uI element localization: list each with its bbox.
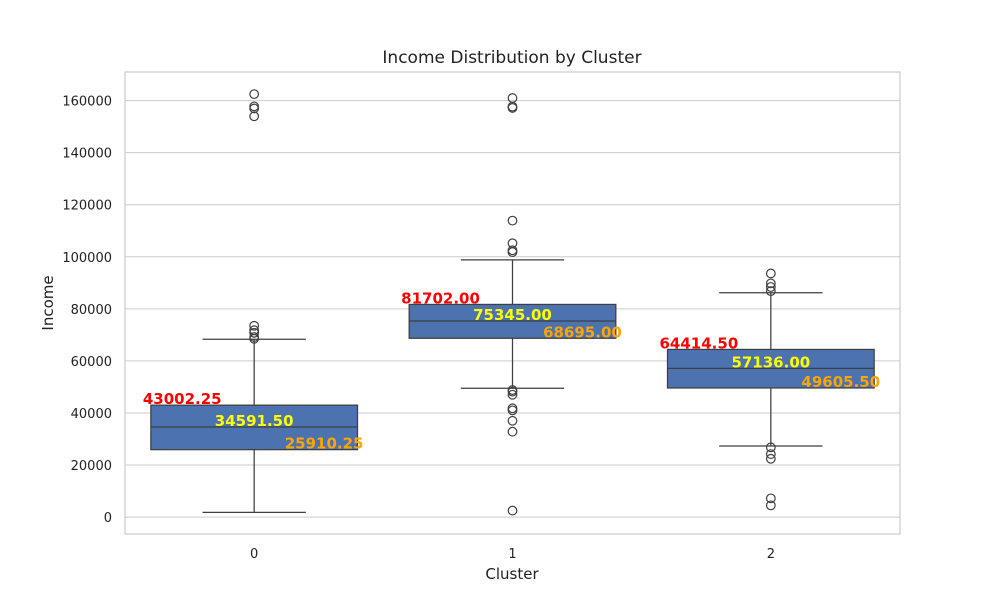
box-group-cluster-1	[408, 93, 617, 516]
q1-annotation: 68695.00	[543, 323, 622, 341]
outlier-point	[249, 325, 260, 336]
outlier-point	[507, 238, 518, 249]
outlier-point	[507, 215, 518, 226]
x-tick-label: 0	[250, 547, 258, 562]
outlier-point	[765, 278, 776, 289]
outlier-point	[249, 320, 260, 331]
y-tick-label: 160000	[62, 95, 112, 110]
box-group-cluster-0	[150, 89, 359, 514]
y-tick-label: 20000	[71, 459, 112, 474]
median-annotation: 75345.00	[473, 306, 552, 324]
y-tick-label: 140000	[62, 147, 112, 162]
outlier-point	[507, 415, 518, 426]
y-axis-label: Income	[39, 275, 57, 330]
q1-annotation: 49605.50	[801, 373, 880, 391]
outlier-point	[765, 449, 776, 459]
outlier-point	[249, 101, 260, 112]
outlier-point	[765, 268, 776, 279]
outlier-point	[765, 493, 776, 504]
outlier-point	[507, 505, 518, 516]
median-annotation: 34591.50	[215, 412, 294, 430]
box-annotations: 43002.25 34591.50 25910.25 81702.0075345.00…	[143, 289, 880, 452]
y-tick-label: 60000	[71, 355, 112, 370]
boxes	[150, 89, 875, 516]
outlier-point	[507, 385, 518, 395]
outlier-point	[765, 500, 776, 511]
q1-annotation: 25910.25	[285, 435, 364, 453]
outlier-point	[507, 245, 518, 256]
x-tick-label: 2	[767, 547, 775, 562]
y-tick-label: 80000	[71, 303, 112, 318]
outlier-point	[765, 442, 776, 453]
chart-title: Income Distribution by Cluster	[382, 48, 641, 68]
outlier-point	[249, 332, 260, 342]
q3-annotation: 43002.25	[143, 390, 222, 408]
box-group-cluster-2	[666, 268, 875, 511]
outlier-point	[507, 389, 518, 400]
outlier-point	[249, 89, 260, 100]
outlier-point	[507, 93, 518, 103]
y-axis-ticks: 0 20000 40000 60000 80000 100000 120000 140000 1…	[62, 95, 112, 526]
median-annotation: 57136.00	[731, 353, 810, 371]
q3-annotation: 64414.50	[660, 334, 739, 352]
outlier-point	[249, 327, 260, 338]
q3-annotation: 81702.00	[401, 289, 480, 307]
outlier-point	[765, 453, 776, 464]
y-tick-label: 40000	[71, 407, 112, 422]
outlier-point	[249, 111, 260, 122]
x-axis-label: Cluster	[485, 565, 539, 583]
plot-frame	[124, 71, 901, 535]
x-axis-ticks: 0 1 2	[250, 547, 775, 562]
outlier-point	[507, 403, 518, 414]
x-tick-label: 1	[508, 547, 516, 562]
y-tick-label: 0	[104, 511, 112, 526]
y-tick-label: 100000	[62, 251, 112, 266]
outlier-point	[507, 426, 518, 437]
outlier-point	[765, 286, 776, 297]
y-tick-label: 120000	[62, 199, 112, 214]
outlier-point	[765, 282, 776, 292]
